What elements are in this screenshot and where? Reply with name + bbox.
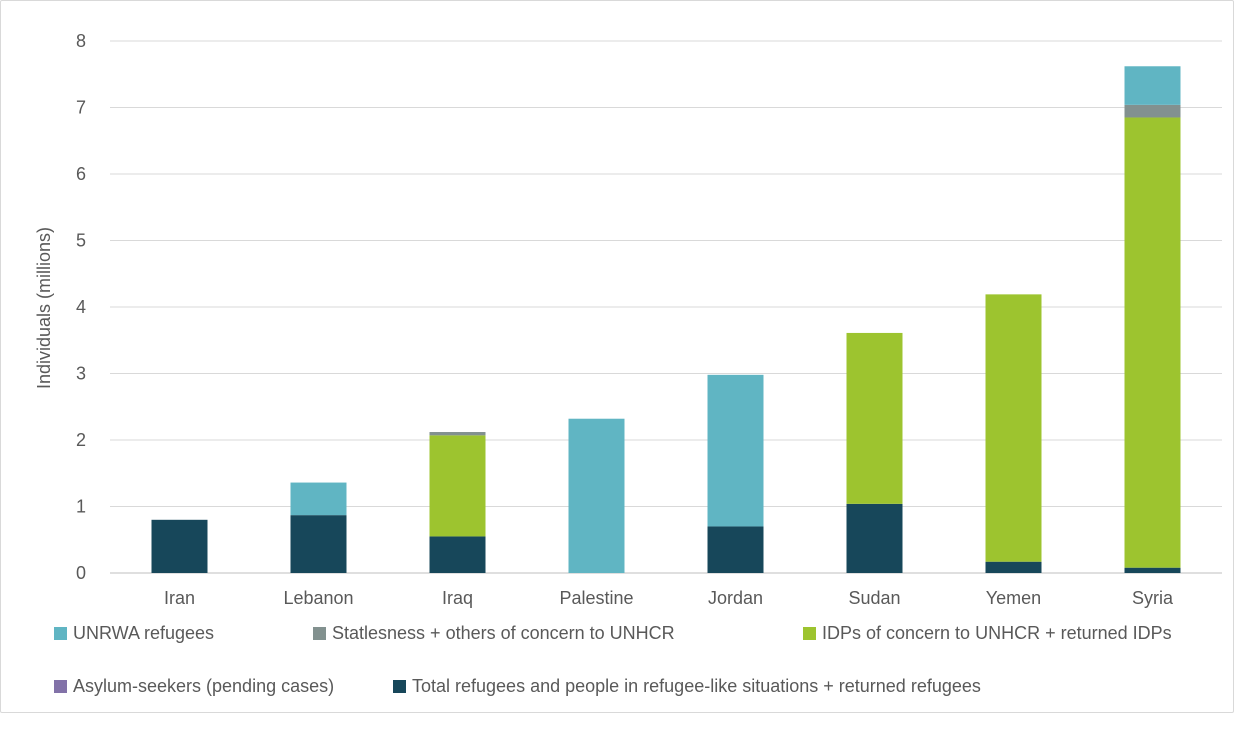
x-tick-label: Syria	[1132, 588, 1174, 608]
x-tick-label: Jordan	[708, 588, 763, 608]
bar-segment	[1124, 117, 1181, 568]
legend-item: Total refugees and people in refugee-lik…	[393, 676, 981, 697]
bar-segment	[429, 435, 486, 537]
legend-item: Asylum-seekers (pending cases)	[54, 676, 334, 697]
legend-label: Total refugees and people in refugee-lik…	[412, 676, 981, 696]
y-tick-label: 4	[76, 297, 86, 317]
bar-segment	[290, 515, 347, 573]
bar-segment	[846, 503, 903, 573]
y-tick-label: 0	[76, 563, 86, 583]
legend-swatch	[313, 627, 326, 640]
x-tick-label: Sudan	[848, 588, 900, 608]
y-tick-label: 1	[76, 497, 86, 517]
y-tick-labels: 0 1 2 3 4 5 6 7 8	[76, 31, 86, 583]
bar-segment	[985, 561, 1042, 573]
bar-segment	[151, 519, 208, 573]
bar-segment	[1124, 104, 1181, 118]
y-tick-label: 6	[76, 164, 86, 184]
x-tick-label: Yemen	[986, 588, 1041, 608]
bar-segment	[1124, 567, 1181, 573]
bar-segment	[290, 482, 347, 516]
bar-segment	[707, 374, 764, 527]
bar-segment	[846, 332, 903, 504]
y-tick-label: 7	[76, 98, 86, 118]
bar-segment	[429, 432, 486, 436]
x-tick-label: Palestine	[559, 588, 633, 608]
y-axis-title: Individuals (millions)	[34, 227, 54, 389]
bar-segment	[1124, 66, 1181, 105]
bars	[151, 66, 1181, 573]
y-tick-label: 2	[76, 430, 86, 450]
y-tick-label: 8	[76, 31, 86, 51]
legend-item: IDPs of concern to UNHCR + returned IDPs	[803, 623, 1172, 644]
bar-segment	[568, 418, 625, 573]
y-tick-label: 3	[76, 364, 86, 384]
x-tick-labels: Iran Lebanon Iraq Palestine Jordan Sudan Yemen…	[164, 588, 1174, 608]
legend-swatch	[803, 627, 816, 640]
legend-label: IDPs of concern to UNHCR + returned IDPs	[822, 623, 1172, 643]
x-tick-label: Iran	[164, 588, 195, 608]
legend-swatch	[54, 627, 67, 640]
x-tick-label: Lebanon	[283, 588, 353, 608]
legend-label: UNRWA refugees	[73, 623, 215, 643]
y-tick-label: 5	[76, 231, 86, 251]
legend-item: UNRWA refugees	[54, 623, 214, 644]
legend-label: Asylum-seekers (pending cases)	[73, 676, 335, 696]
legend-item: Statlesness + others of concern to UNHCR	[313, 623, 675, 644]
bar-segment	[707, 526, 764, 573]
legend-swatch	[393, 680, 406, 693]
legend-label: Statlesness + others of concern to UNHCR	[332, 623, 675, 643]
x-tick-label: Iraq	[442, 588, 473, 608]
bar-segment	[985, 294, 1042, 562]
bar-segment	[429, 536, 486, 573]
legend-swatch	[54, 680, 67, 693]
gridlines	[110, 40, 1222, 574]
